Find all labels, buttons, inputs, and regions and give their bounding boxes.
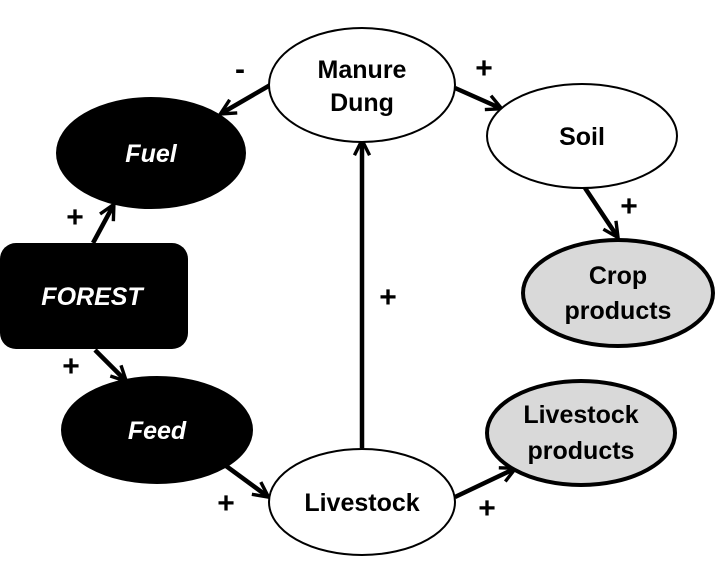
sign-livestock-to-manure: +: [379, 281, 397, 314]
node-fuel: Fuel: [56, 97, 246, 209]
edge-manure-to-fuel: [222, 82, 274, 113]
sign-livestock-to-products: +: [478, 492, 496, 525]
sign-feed-to-livestock: +: [217, 487, 235, 520]
node-feed: Feed: [61, 376, 253, 484]
node-forest: FOREST: [0, 243, 188, 349]
edge-signs: - + + + + + + +: [62, 52, 638, 525]
sign-forest-to-feed: +: [62, 350, 80, 383]
crop-label-line1: Crop: [589, 262, 647, 290]
node-crop-products: Crop products: [521, 238, 715, 348]
sign-manure-to-fuel: -: [235, 53, 245, 86]
livestock-products-label-line2: products: [528, 437, 635, 465]
node-soil: Soil: [486, 83, 678, 189]
fuel-label: Fuel: [125, 140, 177, 168]
sign-soil-to-crop: +: [620, 190, 638, 223]
edge-forest-to-fuel: [91, 206, 113, 245]
edge-livestock-to-products: [454, 469, 514, 500]
soil-label: Soil: [559, 123, 605, 151]
manure-label-line1: Manure: [318, 56, 407, 84]
forest-label: FOREST: [41, 283, 145, 311]
node-livestock: Livestock: [268, 448, 456, 556]
node-livestock-products: Livestock products: [485, 379, 677, 487]
crop-label-line2: products: [565, 297, 672, 325]
livestock-label: Livestock: [304, 489, 419, 517]
sign-forest-to-fuel: +: [66, 201, 84, 234]
edge-forest-to-feed: [93, 348, 125, 380]
feed-label: Feed: [128, 417, 187, 445]
edge-manure-to-soil: [454, 85, 500, 108]
node-manure-dung: Manure Dung: [268, 27, 456, 143]
livestock-products-label-line1: Livestock: [523, 401, 638, 429]
sign-manure-to-soil: +: [475, 52, 493, 85]
manure-label-line2: Dung: [330, 89, 394, 117]
edge-feed-to-livestock: [220, 461, 267, 496]
edge-soil-to-crop: [583, 186, 617, 236]
edges: [91, 82, 617, 500]
